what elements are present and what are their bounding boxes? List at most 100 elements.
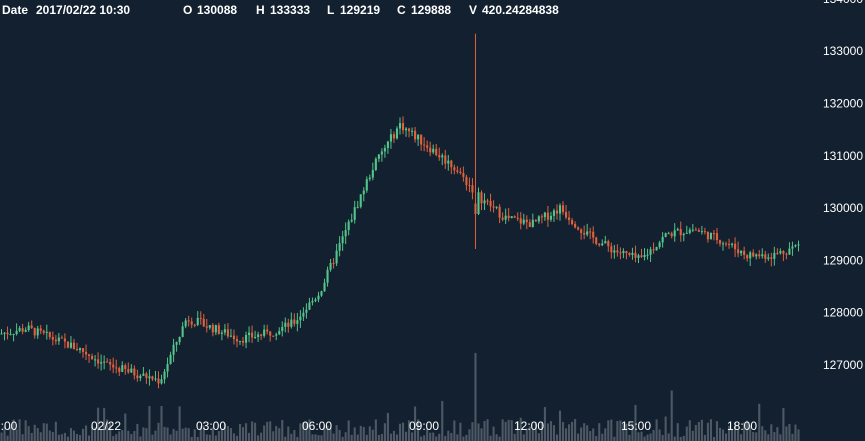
volume-bar (782, 407, 785, 441)
volume-bar (794, 424, 797, 441)
candle-down (199, 317, 202, 319)
candle-up (510, 216, 513, 219)
candle-up (154, 378, 157, 380)
candle-down (401, 123, 405, 131)
candle-down (456, 170, 459, 172)
volume-bar (329, 428, 332, 441)
candle-up (537, 216, 540, 222)
volume-bar (776, 427, 779, 441)
candle-up (172, 344, 175, 355)
candle-up (447, 160, 450, 164)
volume-bar (676, 423, 679, 441)
volume-bar (54, 421, 57, 441)
volume-bar (254, 422, 257, 441)
volume-bar (598, 423, 601, 441)
candle-up (356, 206, 359, 208)
candle-down (42, 330, 45, 333)
volume-bar (625, 423, 628, 441)
open-label: O (183, 3, 193, 17)
candle-down (97, 359, 100, 364)
candle-down (408, 128, 411, 132)
volume-bar (634, 404, 637, 441)
candle-down (266, 329, 269, 332)
candle-up (290, 319, 293, 327)
volume-bar (471, 422, 474, 441)
candle-up (142, 373, 145, 376)
volume-bar (275, 426, 278, 441)
volume-bar (311, 434, 314, 441)
volume-bar (196, 436, 199, 441)
candle-down (574, 224, 577, 228)
volume-bar (474, 353, 477, 441)
candle-down (109, 362, 112, 365)
volume-bar (260, 432, 263, 441)
volume-bar (679, 436, 682, 441)
candle-down (124, 365, 127, 369)
candle-up (69, 342, 72, 348)
volume-bar (157, 422, 160, 441)
candle-up (263, 329, 266, 336)
candle-down (39, 328, 42, 331)
candle-down (272, 335, 275, 337)
candle-up (767, 257, 770, 259)
volume-bar (712, 436, 716, 441)
volume-bar (607, 420, 610, 441)
volume-bar (764, 430, 767, 441)
volume-bar (81, 428, 85, 441)
high-value: 133333 (270, 3, 311, 17)
volume-bar (755, 432, 758, 441)
candle-down (217, 325, 220, 334)
volume-bar (501, 419, 504, 441)
candle-up (682, 233, 685, 236)
volume-bar (293, 430, 296, 441)
candle-up (320, 291, 323, 296)
volume-bar (423, 435, 426, 441)
volume-bar (314, 434, 317, 441)
volume-bar (420, 436, 423, 441)
volume-bar (187, 428, 190, 441)
candle-down (202, 318, 205, 327)
candle-up (374, 158, 377, 171)
volume-bar (362, 427, 365, 441)
candle-down (429, 147, 432, 153)
volume-bar (69, 428, 72, 441)
candle-down (528, 222, 531, 228)
candle-down (30, 325, 33, 328)
volume-bar (238, 423, 242, 441)
candle-down (607, 241, 610, 247)
candle-down (260, 334, 263, 336)
candle-down (133, 368, 136, 376)
volume-bar (483, 420, 486, 441)
volume-bar (537, 433, 540, 441)
volume-bar (604, 428, 607, 441)
volume-bar (181, 428, 184, 441)
candle-down (332, 263, 335, 265)
candle-down (782, 251, 785, 254)
volume-bar (344, 432, 347, 441)
volume-bar (728, 425, 731, 441)
volume-bar (302, 422, 305, 441)
candle-down (91, 355, 94, 360)
candle-up (613, 250, 616, 253)
candle-down (718, 240, 722, 244)
candle-up (281, 326, 284, 332)
volume-bar (555, 434, 559, 441)
candle-up (543, 212, 546, 218)
volume-bar (127, 430, 130, 441)
volume-bar (308, 419, 311, 441)
candle-up (631, 252, 634, 255)
volume-bar (51, 431, 54, 441)
candle-down (480, 192, 483, 204)
candle-down (157, 378, 160, 384)
volume-bar (507, 419, 510, 441)
volume-bar (589, 431, 592, 441)
candle-up (688, 229, 691, 233)
volume-bar (151, 434, 154, 441)
candle-down (610, 246, 613, 253)
volume-bar (564, 428, 568, 441)
candle-up (302, 312, 305, 317)
volume-bar (118, 431, 121, 441)
candle-down (595, 237, 598, 244)
volume-bar (100, 429, 103, 441)
volume-bar (0, 432, 3, 441)
